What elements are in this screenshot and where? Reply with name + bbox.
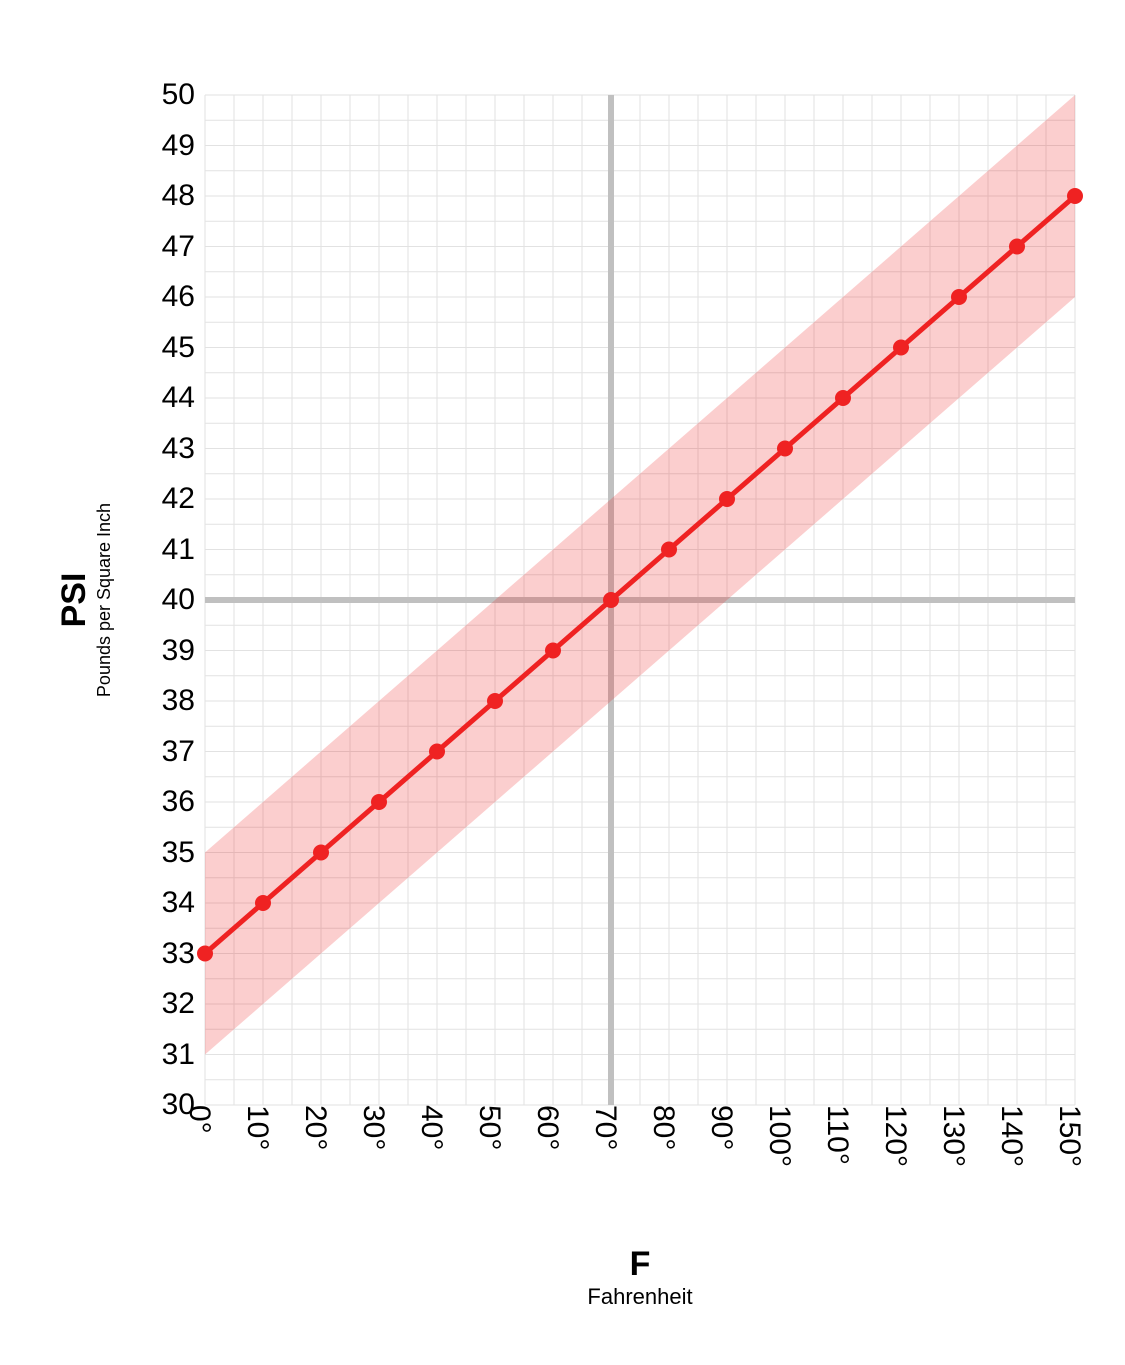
y-tick-label: 32 — [162, 987, 205, 1021]
plot-area: 3031323334353637383940414243444546474849… — [205, 95, 1075, 1105]
data-point — [893, 340, 909, 356]
data-point — [719, 491, 735, 507]
x-tick-label: 60° — [530, 1105, 576, 1150]
x-tick-label: 140° — [994, 1105, 1040, 1167]
x-tick-label: 150° — [1052, 1105, 1098, 1167]
data-point — [255, 895, 271, 911]
data-point — [313, 845, 329, 861]
x-axis-title: F Fahrenheit — [205, 1245, 1075, 1310]
x-axis-label-big: F — [205, 1245, 1075, 1284]
x-tick-label: 130° — [936, 1105, 982, 1167]
y-tick-label: 48 — [162, 179, 205, 213]
y-tick-label: 50 — [162, 78, 205, 112]
y-tick-label: 42 — [162, 482, 205, 516]
x-tick-label: 30° — [356, 1105, 402, 1150]
y-tick-label: 33 — [162, 937, 205, 971]
data-point — [487, 693, 503, 709]
x-axis-label-small: Fahrenheit — [205, 1284, 1075, 1310]
y-tick-label: 41 — [162, 533, 205, 567]
data-point — [951, 289, 967, 305]
y-tick-label: 40 — [162, 583, 205, 617]
y-tick-label: 43 — [162, 432, 205, 466]
x-tick-label: 80° — [646, 1105, 692, 1150]
y-axis-title: PSI Pounds per Square Inch — [55, 503, 115, 697]
data-point — [1067, 188, 1083, 204]
x-tick-label: 70° — [588, 1105, 634, 1150]
y-tick-label: 38 — [162, 684, 205, 718]
x-tick-label: 90° — [704, 1105, 750, 1150]
y-tick-label: 35 — [162, 836, 205, 870]
x-tick-label: 40° — [414, 1105, 460, 1150]
y-tick-label: 45 — [162, 331, 205, 365]
data-point — [545, 643, 561, 659]
data-point — [603, 592, 619, 608]
x-tick-label: 50° — [472, 1105, 518, 1150]
y-tick-label: 46 — [162, 280, 205, 314]
x-tick-label: 100° — [762, 1105, 808, 1167]
data-point — [777, 441, 793, 457]
x-tick-label: 110° — [820, 1105, 866, 1165]
x-tick-label: 20° — [298, 1105, 344, 1150]
y-axis-label-big: PSI — [55, 503, 94, 697]
data-point — [371, 794, 387, 810]
y-tick-label: 36 — [162, 785, 205, 819]
psi-vs-temp-chart: PSI Pounds per Square Inch F Fahrenheit … — [0, 0, 1125, 1365]
y-tick-label: 44 — [162, 381, 205, 415]
x-tick-label: 10° — [240, 1105, 286, 1150]
y-tick-label: 49 — [162, 129, 205, 163]
y-tick-label: 34 — [162, 886, 205, 920]
data-point — [661, 542, 677, 558]
y-tick-label: 39 — [162, 634, 205, 668]
y-tick-label: 37 — [162, 735, 205, 769]
x-tick-label: 0° — [182, 1105, 228, 1134]
data-point — [1009, 239, 1025, 255]
y-axis-label-small: Pounds per Square Inch — [94, 503, 115, 697]
plot-svg — [205, 95, 1075, 1105]
data-point — [429, 744, 445, 760]
y-tick-label: 31 — [162, 1038, 205, 1072]
data-point — [835, 390, 851, 406]
y-tick-label: 47 — [162, 230, 205, 264]
x-tick-label: 120° — [878, 1105, 924, 1167]
